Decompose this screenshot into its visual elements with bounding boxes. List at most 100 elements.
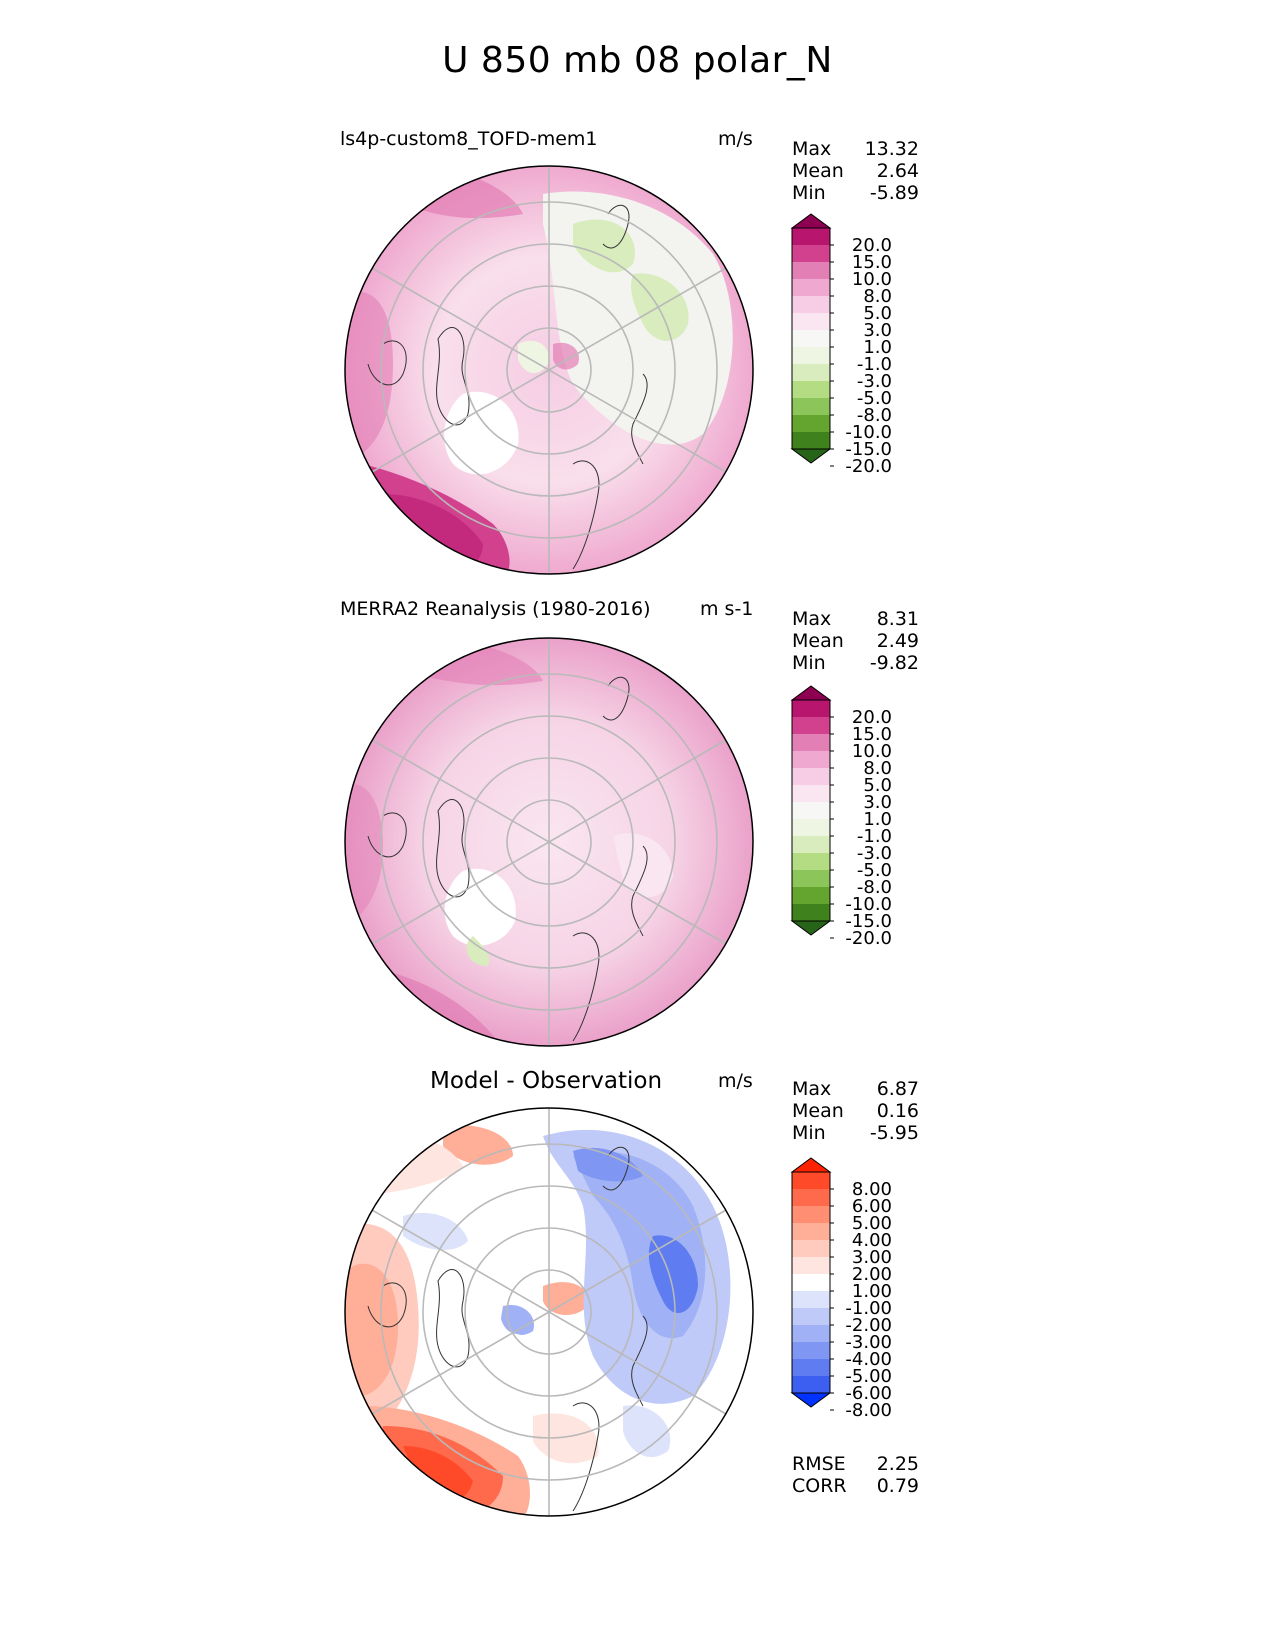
colorbar-tick-label: -6.00	[845, 1383, 892, 1404]
colorbar-tick-label: 3.0	[863, 320, 892, 341]
colorbar-segment	[792, 1240, 830, 1258]
colorbar-tick-label: 10.0	[852, 269, 892, 290]
colorbar-segment	[792, 1376, 830, 1394]
colorbar-segment	[792, 1325, 830, 1343]
colorbar-tick-label: 1.00	[852, 1281, 892, 1302]
stat-max-label: Max	[792, 608, 832, 630]
stat-max-label: Max	[792, 138, 832, 160]
colorbar-segment	[792, 364, 830, 382]
colorbar-segment	[792, 836, 830, 854]
colorbar-segment	[792, 819, 830, 837]
colorbar-segment	[792, 228, 830, 246]
skill-stats: RMSE 2.25 CORR 0.79	[792, 1453, 919, 1497]
panel-diff: Model - Observation m/s Max 6.87 Mean 0.16…	[0, 1068, 1275, 1548]
colorbar-tick-label: 8.0	[863, 758, 892, 779]
colorbar-tick-label: 15.0	[852, 724, 892, 745]
panel-title: Model - Observation	[430, 1068, 663, 1094]
stat-mean-value: 2.64	[876, 160, 919, 182]
colorbar-tick-label: -1.00	[845, 1298, 892, 1319]
colorbar-segment	[792, 802, 830, 820]
colorbar-tick-label: -3.0	[857, 371, 892, 392]
polar-map	[344, 637, 754, 1047]
colorbar-tick-label: 8.00	[852, 1179, 892, 1200]
units-label: m s-1	[700, 598, 754, 620]
colorbar-segment	[792, 1206, 830, 1224]
colorbar-tick-label: -8.0	[857, 877, 892, 898]
colorbar-segment	[792, 1172, 830, 1190]
colorbar-segment	[792, 1308, 830, 1326]
colorbar-segment	[792, 347, 830, 365]
colorbar-tick-label: 1.0	[863, 337, 892, 358]
colorbar-outline	[791, 1171, 831, 1394]
colorbar-tick-label: 10.0	[852, 741, 892, 762]
colorbar-tick-label: -15.0	[845, 911, 892, 932]
colorbar-segment	[792, 853, 830, 871]
colorbar-segment	[792, 887, 830, 905]
colorbar-segment	[792, 1257, 830, 1275]
colorbar-segment	[792, 381, 830, 399]
colorbar-segment	[792, 1342, 830, 1360]
colorbar-tick-label: 3.0	[863, 792, 892, 813]
colorbar-segment	[792, 1274, 830, 1292]
corr-label: CORR	[792, 1475, 847, 1497]
stat-min-label: Min	[792, 182, 826, 204]
colorbar-tick-label: -10.0	[845, 894, 892, 915]
colorbar-tick-label: -15.0	[845, 439, 892, 460]
stat-min-value: -9.82	[869, 652, 919, 674]
colorbar-segment	[792, 717, 830, 735]
stat-min-label: Min	[792, 652, 826, 674]
colorbar: 20.015.010.08.05.03.01.0-1.0-3.0-5.0-8.0…	[790, 213, 892, 477]
colorbar-tick-label: 15.0	[852, 252, 892, 273]
stat-max-value: 8.31	[876, 608, 919, 630]
colorbar-segment	[792, 279, 830, 297]
stat-mean-value: 2.49	[876, 630, 919, 652]
colorbar-tick-label: -1.0	[857, 826, 892, 847]
colorbar-segment	[792, 870, 830, 888]
stat-mean-label: Mean	[792, 1100, 844, 1122]
colorbar-tick-label: 5.00	[852, 1213, 892, 1234]
colorbar-tick-label: -4.00	[845, 1349, 892, 1370]
colorbar-tick-label: -5.0	[857, 388, 892, 409]
colorbar-segment	[792, 904, 830, 922]
stat-max-value: 13.32	[864, 138, 919, 160]
polar-map	[344, 1107, 754, 1517]
colorbar-segment	[792, 296, 830, 314]
colorbar-segment	[792, 415, 830, 433]
colorbar-tick-label: -5.0	[857, 860, 892, 881]
colorbar-segment	[792, 1359, 830, 1377]
colorbar-tick-label: 3.00	[852, 1247, 892, 1268]
stats-box: Max 6.87 Mean 0.16 Min -5.95	[792, 1078, 919, 1144]
colorbar-segment	[792, 751, 830, 769]
stats-box: Max 8.31 Mean 2.49 Min -9.82	[792, 608, 919, 674]
colorbar-tick-label: 1.0	[863, 809, 892, 830]
colorbar-tick-label: -5.00	[845, 1366, 892, 1387]
units-label: m/s	[718, 1070, 753, 1092]
colorbar-segment	[792, 330, 830, 348]
colorbar-extension-top	[790, 1157, 832, 1173]
colorbar-extension-bottom	[790, 448, 832, 464]
colorbar-tick-label: 5.0	[863, 775, 892, 796]
colorbar-tick-label: 5.0	[863, 303, 892, 324]
stat-min-value: -5.89	[869, 182, 919, 204]
stat-max-value: 6.87	[876, 1078, 919, 1100]
colorbar-tick-label: -20.0	[845, 928, 892, 949]
colorbar-tick-label: -3.00	[845, 1332, 892, 1353]
stats-box: Max 13.32 Mean 2.64 Min -5.89	[792, 138, 919, 204]
colorbar-tick-label: 20.0	[852, 707, 892, 728]
colorbar-segment	[792, 700, 830, 718]
colorbar-tick-label: 4.00	[852, 1230, 892, 1251]
colorbar-segment	[792, 262, 830, 280]
colorbar-segment	[792, 1291, 830, 1309]
colorbar-tick-label: -10.0	[845, 422, 892, 443]
colorbar-segment	[792, 734, 830, 752]
stat-mean-value: 0.16	[876, 1100, 919, 1122]
colorbar: 8.006.005.004.003.002.001.00-1.00-2.00-3…	[790, 1157, 892, 1421]
corr-value: 0.79	[876, 1475, 919, 1497]
colorbar-tick-label: -1.0	[857, 354, 892, 375]
panel-title: ls4p-custom8_TOFD-mem1	[340, 128, 598, 150]
colorbar-tick-label: -8.0	[857, 405, 892, 426]
colorbar-extension-top	[790, 685, 832, 701]
panel-obs: MERRA2 Reanalysis (1980-2016) m s-1 Max 8…	[0, 598, 1275, 1078]
colorbar-tick-label: -2.00	[845, 1315, 892, 1336]
stat-mean-label: Mean	[792, 630, 844, 652]
